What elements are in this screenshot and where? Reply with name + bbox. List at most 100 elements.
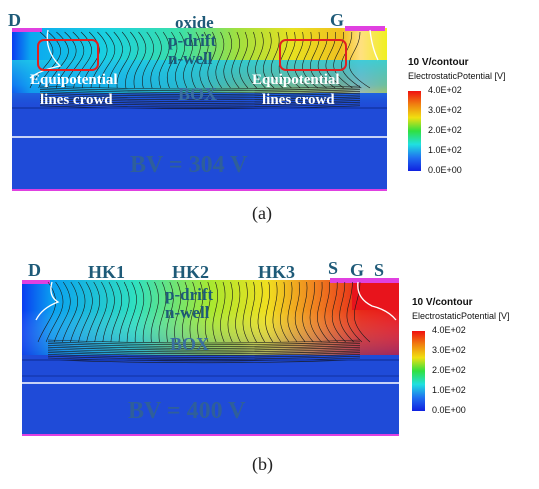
- right-note-line2: lines crowd: [262, 92, 335, 108]
- contour-line: [142, 31, 154, 89]
- contour-line: [317, 281, 330, 343]
- potential-map-b: D HK1 HK2 HK3 S G S p-drift n-well BOX B…: [22, 258, 399, 436]
- contour-line: [38, 31, 61, 89]
- oxide-label-a: oxide: [175, 13, 214, 32]
- n-well-label-a: n-well: [168, 49, 213, 68]
- drain-electrode-b: [22, 280, 50, 284]
- contour-line: [255, 31, 266, 89]
- contour-line: [158, 281, 167, 343]
- left-note-line1: Equipotential: [30, 72, 118, 88]
- contour-line: [324, 281, 338, 343]
- hk2-label: HK2: [172, 262, 209, 282]
- legend-tick-a-4: 0.0E+00: [428, 165, 462, 175]
- contour-line: [82, 31, 100, 89]
- contour-line: [150, 31, 162, 89]
- contour-line: [189, 281, 196, 343]
- bv-label-a: BV = 304 V: [130, 152, 248, 178]
- contour-line: [142, 281, 152, 343]
- contour-line: [64, 31, 85, 89]
- legend-tick-b-4: 0.0E+00: [432, 405, 466, 415]
- contour-line: [125, 31, 139, 89]
- legend-b: 10 V/contour ElectrostaticPotential [V] …: [412, 297, 510, 415]
- legend-tick-b-0: 4.0E+02: [432, 325, 466, 335]
- contour-line: [294, 281, 306, 343]
- gate-label-b: G: [350, 260, 364, 280]
- contour-line: [199, 31, 209, 89]
- contour-lines-a: [29, 31, 371, 110]
- drain-label-a: D: [8, 10, 21, 30]
- contour-line: [220, 281, 226, 343]
- legend-a: 10 V/contour ElectrostaticPotential [V] …: [408, 57, 506, 175]
- contour-line: [339, 281, 355, 343]
- contour-line: [39, 96, 361, 101]
- contour-line: [47, 341, 361, 346]
- contour-line: [182, 281, 189, 343]
- contour-line: [99, 31, 116, 89]
- contour-line: [174, 281, 182, 343]
- contour-line: [150, 281, 159, 343]
- contour-line: [86, 281, 100, 343]
- contour-line: [310, 31, 327, 89]
- contour-line: [47, 343, 361, 347]
- contour-line: [247, 31, 257, 89]
- contour-line: [204, 281, 211, 343]
- p-drift-label-b: p-drift: [165, 285, 214, 304]
- contour-line: [47, 346, 361, 351]
- contour-line: [39, 105, 361, 110]
- contour-line: [354, 281, 371, 343]
- legend-header-b: 10 V/contour: [412, 297, 473, 308]
- contour-line: [90, 31, 108, 89]
- contour-line: [134, 281, 145, 343]
- contour-line: [325, 31, 344, 89]
- potential-map-a: D G oxide p-drift n-well Equipotential l…: [8, 10, 387, 191]
- contour-line: [39, 101, 361, 106]
- contour-line: [158, 31, 170, 89]
- contour-line: [302, 281, 314, 343]
- contour-line: [39, 87, 361, 92]
- contour-line: [212, 281, 218, 343]
- contour-line: [37, 281, 56, 343]
- contour-line: [108, 31, 123, 89]
- drain-electrode-a: [12, 28, 42, 32]
- contour-line: [302, 31, 318, 89]
- legend-header-a: 10 V/contour: [408, 57, 469, 68]
- contour-line: [333, 31, 353, 89]
- contour-line: [47, 354, 361, 358]
- gate-electrode-a: [345, 26, 385, 31]
- contour-line: [265, 281, 274, 343]
- legend-tick-a-0: 4.0E+02: [428, 85, 462, 95]
- contour-line: [47, 359, 361, 364]
- contour-line: [223, 31, 233, 89]
- contour-line: [47, 350, 361, 355]
- contour-line: [286, 31, 301, 89]
- contour-line: [331, 281, 346, 343]
- contour-line: [70, 281, 86, 343]
- contour-line: [47, 357, 361, 362]
- contour-line: [197, 281, 204, 343]
- contour-line: [263, 31, 275, 89]
- contour-line: [126, 281, 137, 343]
- left-note-line2: lines crowd: [40, 92, 113, 108]
- source-gate-electrode-b: [330, 278, 399, 283]
- contour-line: [39, 92, 361, 97]
- p-drift-label-a: p-drift: [168, 31, 217, 50]
- contour-line: [55, 31, 77, 89]
- contour-line: [78, 281, 93, 343]
- source-label-2: S: [374, 260, 384, 280]
- legend-tick-a-3: 1.0E+02: [428, 145, 462, 155]
- drain-label-b: D: [28, 260, 41, 280]
- contour-line: [270, 31, 284, 89]
- contour-line: [47, 345, 361, 349]
- contour-line: [250, 281, 257, 343]
- contour-line: [94, 281, 108, 343]
- contour-line: [341, 31, 362, 89]
- contour-line: [242, 281, 249, 343]
- contour-line: [47, 348, 361, 353]
- contour-line: [231, 31, 240, 89]
- n-well-label-b: n-well: [165, 303, 210, 322]
- contour-line: [39, 85, 361, 90]
- contour-line: [235, 281, 241, 343]
- contour-line: [47, 31, 69, 89]
- contour-line: [167, 31, 178, 89]
- source-label-1: S: [328, 258, 338, 278]
